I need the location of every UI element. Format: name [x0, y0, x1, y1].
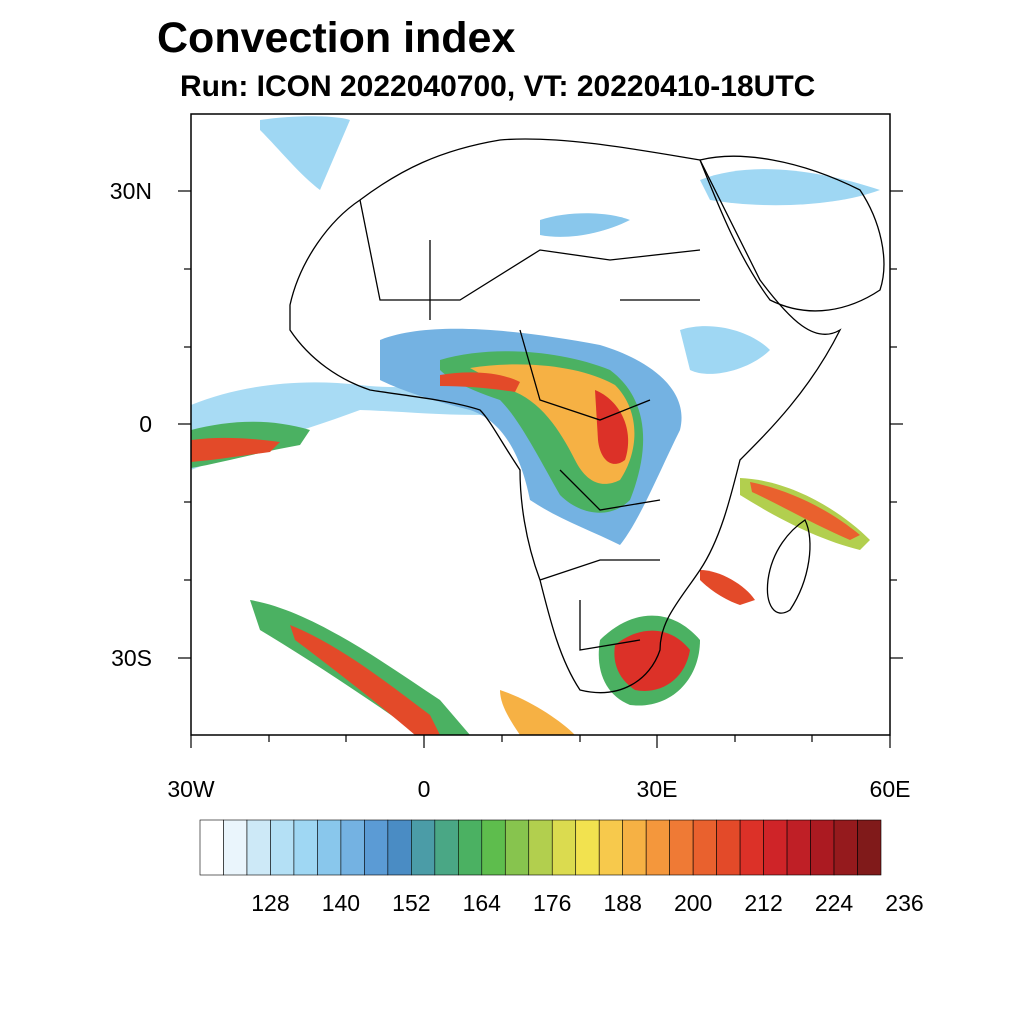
colorbar-box-24: [763, 819, 788, 876]
map-subtitle: Run: ICON 2022040700, VT: 20220410-18UTC: [180, 70, 816, 103]
colorbar-box-20: [669, 819, 694, 876]
lat-label-0: 0: [139, 411, 152, 437]
colorbar-box-11: [458, 819, 483, 876]
convection-atlantic-hot: [191, 437, 280, 462]
coastlines: [289, 138, 885, 694]
colorbar-box-8: [387, 819, 412, 876]
colorbar-box-3: [270, 819, 295, 876]
arabia-coastline: [699, 155, 885, 312]
convection-congo-warm: [470, 364, 635, 484]
colorbar-label-152: 152: [392, 890, 431, 916]
convection-mozambique: [700, 570, 755, 605]
madagascar-coastline: [766, 519, 811, 614]
lon-label-0: 0: [417, 776, 431, 802]
axis-ticks: [178, 190, 903, 748]
convection-front-south: [500, 690, 575, 735]
convection-field: [191, 116, 880, 735]
lon-label-30w: 30W: [167, 776, 215, 802]
colorbar-box-13: [504, 819, 530, 876]
colorbar-box-19: [645, 819, 670, 876]
colorbar: [199, 819, 882, 876]
colorbar-box-17: [598, 819, 623, 876]
colorbar-box-16: [575, 819, 600, 876]
colorbar-box-23: [739, 819, 764, 876]
lat-label-30s: 30S: [111, 645, 152, 671]
colorbar-box-0: [199, 819, 224, 876]
lat-label-30n: 30N: [109, 178, 152, 204]
colorbar-box-22: [716, 819, 741, 876]
colorbar-box-15: [551, 819, 577, 876]
colorbar-box-18: [622, 819, 647, 876]
lon-label-30e: 30E: [636, 776, 678, 802]
colorbar-box-25: [786, 819, 811, 876]
lon-label-60e: 60E: [869, 776, 911, 802]
colorbar-box-5: [317, 819, 342, 876]
colorbar-box-12: [481, 819, 506, 876]
colorbar-label-212: 212: [744, 890, 783, 916]
map-title: Convection index: [157, 14, 516, 62]
africa-coastline: [289, 138, 842, 694]
colorbar-box-10: [434, 819, 459, 876]
country-borders: [359, 199, 701, 651]
colorbar-box-28: [857, 819, 882, 876]
colorbar-box-6: [340, 819, 365, 876]
colorbar-box-26: [810, 819, 835, 876]
convection-nw: [260, 116, 350, 190]
convection-madagascar-core: [750, 482, 860, 540]
colorbar-box-21: [692, 819, 717, 876]
convection-ethiopia: [680, 326, 770, 374]
convection-congo-hot: [595, 390, 629, 464]
colorbar-label-140: 140: [321, 890, 361, 916]
convection-southafrica-hot: [614, 630, 690, 691]
colorbar-label-188: 188: [603, 890, 642, 916]
colorbar-label-176: 176: [533, 890, 572, 916]
colorbar-box-27: [833, 819, 858, 876]
colorbar-label-128: 128: [251, 890, 290, 916]
colorbar-box-4: [293, 819, 318, 876]
colorbar-label-200: 200: [673, 890, 713, 916]
convection-sahara: [540, 213, 630, 237]
colorbar-box-7: [364, 819, 389, 876]
colorbar-box-2: [246, 819, 271, 876]
colorbar-box-1: [223, 819, 248, 876]
colorbar-box-9: [411, 819, 436, 876]
convection-front-hot: [290, 625, 440, 735]
colorbar-box-14: [528, 819, 553, 876]
colorbar-label-236: 236: [885, 890, 924, 916]
colorbar-label-164: 164: [462, 890, 501, 916]
colorbar-label-224: 224: [814, 890, 854, 916]
convection-gulf-hot: [440, 372, 520, 392]
